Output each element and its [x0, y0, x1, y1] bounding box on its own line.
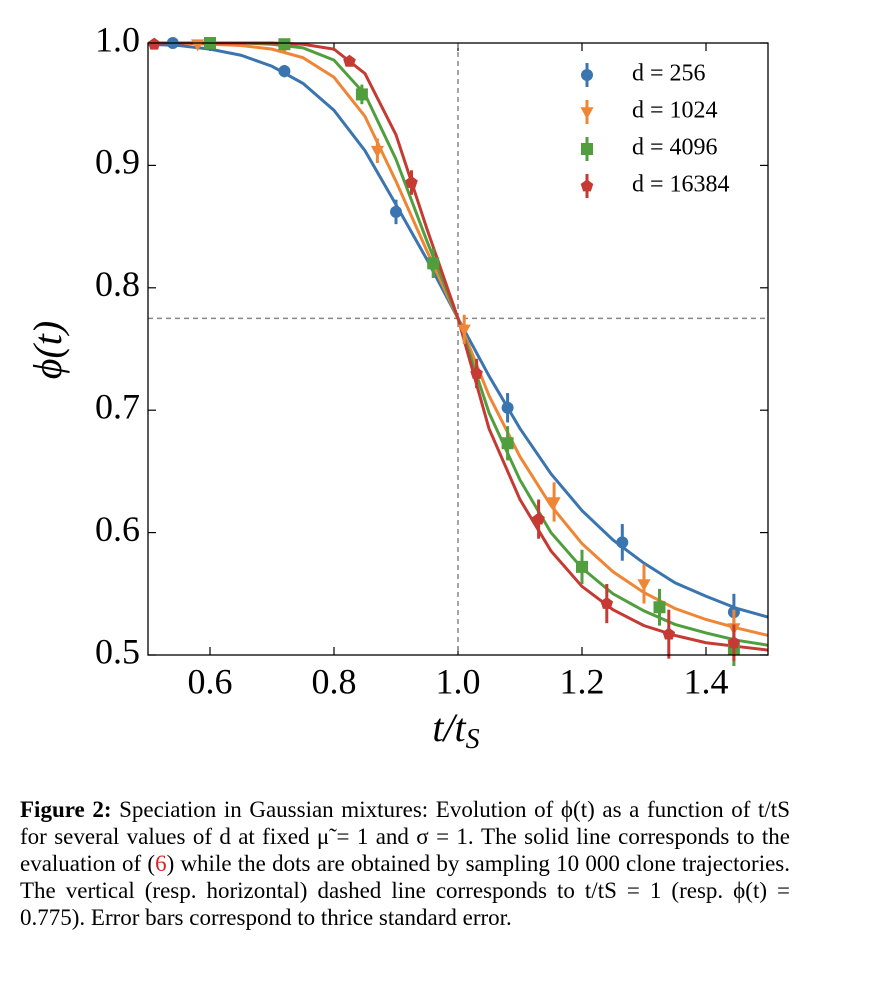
data-point [581, 69, 593, 81]
data-point [662, 627, 676, 640]
legend-label: d = 1024 [632, 98, 718, 124]
data-point [390, 205, 402, 218]
caption-text: Speciation in Gaussian mixtures: Evoluti… [20, 797, 790, 876]
data-point [343, 54, 356, 67]
x-tick-label: 1.4 [684, 661, 729, 701]
data-point [581, 143, 593, 155]
fit-curve [148, 41, 768, 637]
legend-label: d = 16384 [632, 172, 730, 198]
y-tick-label: 1.0 [95, 19, 140, 59]
data-point [580, 107, 594, 120]
y-tick-label: 0.5 [95, 631, 140, 671]
x-label-main: t/t [432, 705, 466, 750]
data-point [727, 636, 741, 649]
legend-label: d = 256 [632, 61, 706, 87]
data-point [600, 596, 614, 609]
data-point [470, 366, 483, 379]
chart: t/tS ϕ(t) 0.6 0.8 1.0 1.2 1.4 0.5 0.6 0.7 0.8 0.9… [25, 19, 769, 755]
data-point [616, 536, 629, 549]
data-point [532, 512, 545, 525]
x-tick-label: 1.0 [436, 661, 481, 701]
data-point [457, 324, 471, 337]
x-tick-label: 0.6 [188, 661, 233, 701]
x-label-sub: S [466, 724, 480, 755]
data-point [355, 88, 368, 101]
data-point [501, 401, 514, 414]
data-point [278, 65, 291, 78]
data-point [637, 579, 651, 592]
data-point [370, 145, 384, 158]
x-tick-label: 0.8 [312, 661, 357, 701]
data-point [427, 257, 440, 270]
y-tick-label: 0.9 [95, 142, 140, 182]
data-point [547, 497, 561, 510]
legend-label: d = 4096 [632, 135, 718, 161]
caption-ref[interactable]: 6 [155, 851, 167, 876]
data-point [653, 601, 666, 614]
data-point [501, 437, 514, 450]
data-point [580, 179, 594, 192]
data-point [576, 560, 588, 573]
caption-text: ) while the dots are obtained by samplin… [20, 851, 790, 930]
y-tick-label: 0.8 [95, 264, 140, 304]
caption: Figure 2: Speciation in Gaussian mixture… [20, 796, 790, 931]
y-tick-label: 0.7 [95, 386, 140, 426]
data-point [405, 175, 418, 188]
y-axis-label: ϕ(t) [25, 321, 70, 379]
x-tick-label: 1.2 [560, 661, 605, 701]
y-tick-label: 0.6 [95, 509, 140, 549]
data-point [278, 38, 291, 51]
caption-label: Figure 2: [20, 797, 112, 822]
plot-frame [147, 42, 769, 656]
x-axis-label: t/tS [432, 705, 479, 755]
